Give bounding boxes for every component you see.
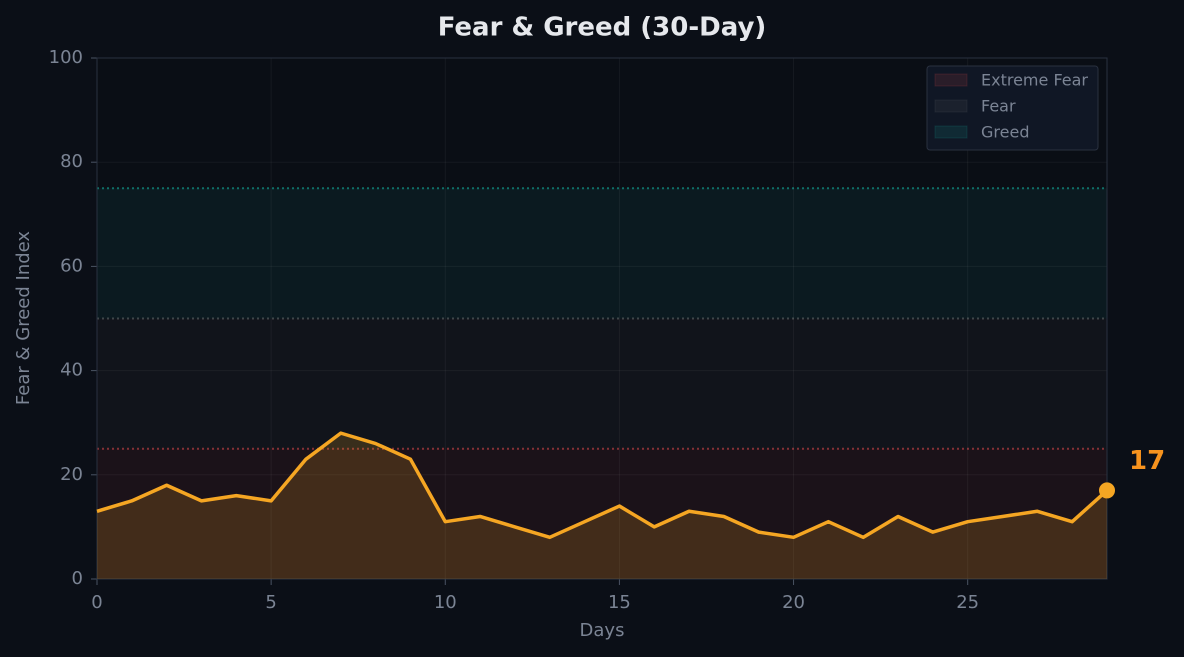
legend-label: Greed: [981, 123, 1029, 142]
legend-swatch: [934, 73, 968, 87]
last-value-label: 17: [1129, 446, 1165, 476]
y-tick-label: 60: [60, 255, 83, 276]
x-tick-label: 25: [956, 592, 979, 613]
legend-box: [926, 65, 1099, 151]
last-point: [1099, 482, 1115, 499]
legend-swatch: [934, 99, 968, 113]
plot-frame: [96, 57, 1108, 580]
y-tick-label: 20: [60, 464, 83, 485]
y-tick-label: 80: [60, 151, 83, 172]
y-tick-label: 100: [49, 47, 83, 68]
x-tick-label: 15: [608, 592, 631, 613]
legend-swatch: [934, 125, 968, 139]
chart-title: Fear & Greed (30-Day): [438, 13, 767, 43]
x-tick-label: 20: [782, 592, 805, 613]
y-tick-label: 0: [72, 568, 83, 589]
legend-label: Fear: [981, 97, 1016, 116]
x-axis-label: Days: [580, 620, 625, 641]
line: [96, 431, 1109, 540]
band: [97, 318, 1107, 449]
band: [97, 188, 1107, 319]
y-tick-label: 40: [60, 360, 83, 381]
x-tick-label: 10: [434, 592, 457, 613]
area: [97, 433, 1107, 579]
x-tick-label: 0: [91, 592, 102, 613]
x-tick-label: 5: [265, 592, 276, 613]
y-axis-label: Fear & Greed Index: [13, 231, 34, 406]
legend-label: Extreme Fear: [981, 71, 1088, 90]
